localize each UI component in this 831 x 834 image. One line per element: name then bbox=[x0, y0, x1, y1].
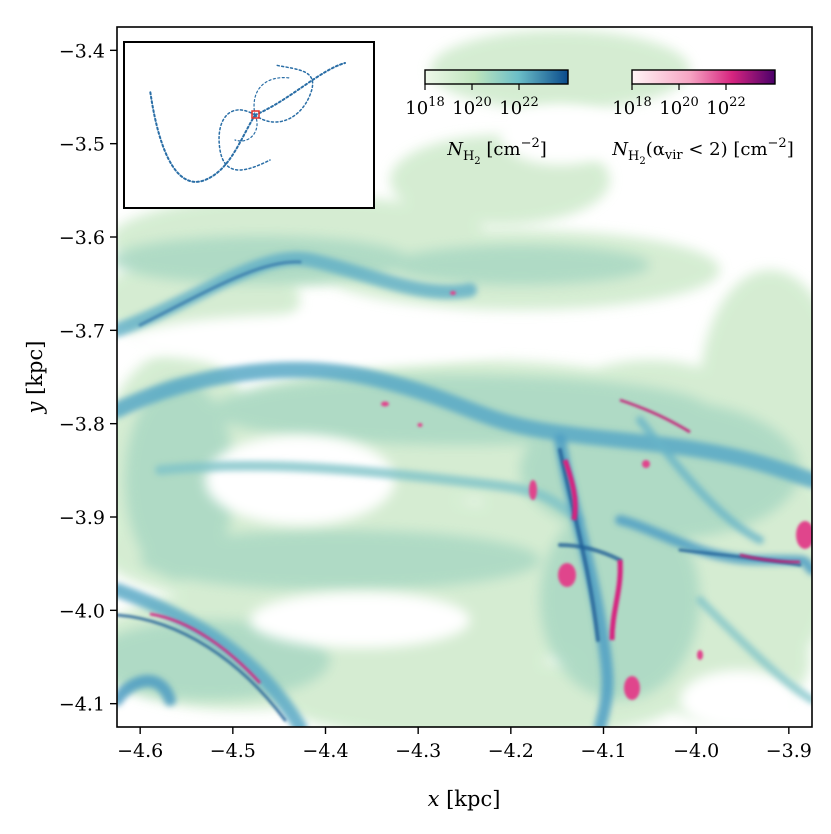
y-tick-label: −3.6 bbox=[59, 227, 105, 249]
x-tick-label: −4.5 bbox=[210, 740, 256, 762]
x-axis-label: x [kpc] bbox=[428, 787, 501, 811]
colorbar-nh2-bound-tick-0: 1018 bbox=[612, 95, 651, 119]
colorbar-nh2: 1018 1020 1022 NH2 [cm−2] bbox=[405, 69, 569, 167]
y-tick-label: −4.0 bbox=[59, 600, 105, 622]
plot-frame bbox=[116, 26, 813, 728]
y-tick-label: −3.7 bbox=[59, 320, 105, 342]
y-tick-label: −3.8 bbox=[59, 414, 105, 436]
y-tick-label: −3.4 bbox=[59, 40, 105, 62]
colorbar-nh2-bound: 1018 1020 1022 NH2(αvir < 2) [cm−2] bbox=[611, 69, 794, 167]
x-tick-label: −4.2 bbox=[488, 740, 534, 762]
y-axis-label: y [kpc] bbox=[23, 341, 47, 415]
inset-galaxy-overview bbox=[123, 41, 375, 209]
x-tick-label: −4.3 bbox=[395, 740, 441, 762]
x-tick-label: −4.6 bbox=[117, 740, 163, 762]
density-map bbox=[117, 27, 812, 727]
colorbar-nh2-tick-1: 1020 bbox=[452, 95, 491, 119]
colorbar-nh2-tick-0: 1018 bbox=[405, 95, 444, 119]
x-tick-label: −4.4 bbox=[302, 740, 348, 762]
y-tick-label: −4.1 bbox=[59, 694, 105, 716]
x-tick-label: −4.1 bbox=[580, 740, 626, 762]
colorbar-nh2-bound-tick-2: 1022 bbox=[706, 95, 745, 119]
colorbar-nh2-tick-2: 1022 bbox=[499, 95, 538, 119]
x-tick-label: −4.0 bbox=[673, 740, 719, 762]
inset-highlight-box bbox=[251, 110, 260, 119]
colorbar-nh2-bound-tick-1: 1020 bbox=[659, 95, 698, 119]
colorbar-nh2-label: NH2 [cm−2] bbox=[446, 136, 547, 167]
x-tick-label: −3.9 bbox=[766, 740, 812, 762]
y-tick-label: −3.9 bbox=[59, 507, 105, 529]
colorbar-nh2-bound-label: NH2(αvir < 2) [cm−2] bbox=[611, 136, 793, 167]
y-tick-label: −3.5 bbox=[59, 134, 105, 156]
y-axis-ticks: −3.4 −3.5 −3.6 −3.7 −3.8 −3.9 −4.0 −4.1 bbox=[59, 40, 117, 716]
x-axis-ticks: −4.6 −4.5 −4.4 −4.3 −4.2 −4.1 −4.0 −3.9 bbox=[117, 727, 812, 762]
